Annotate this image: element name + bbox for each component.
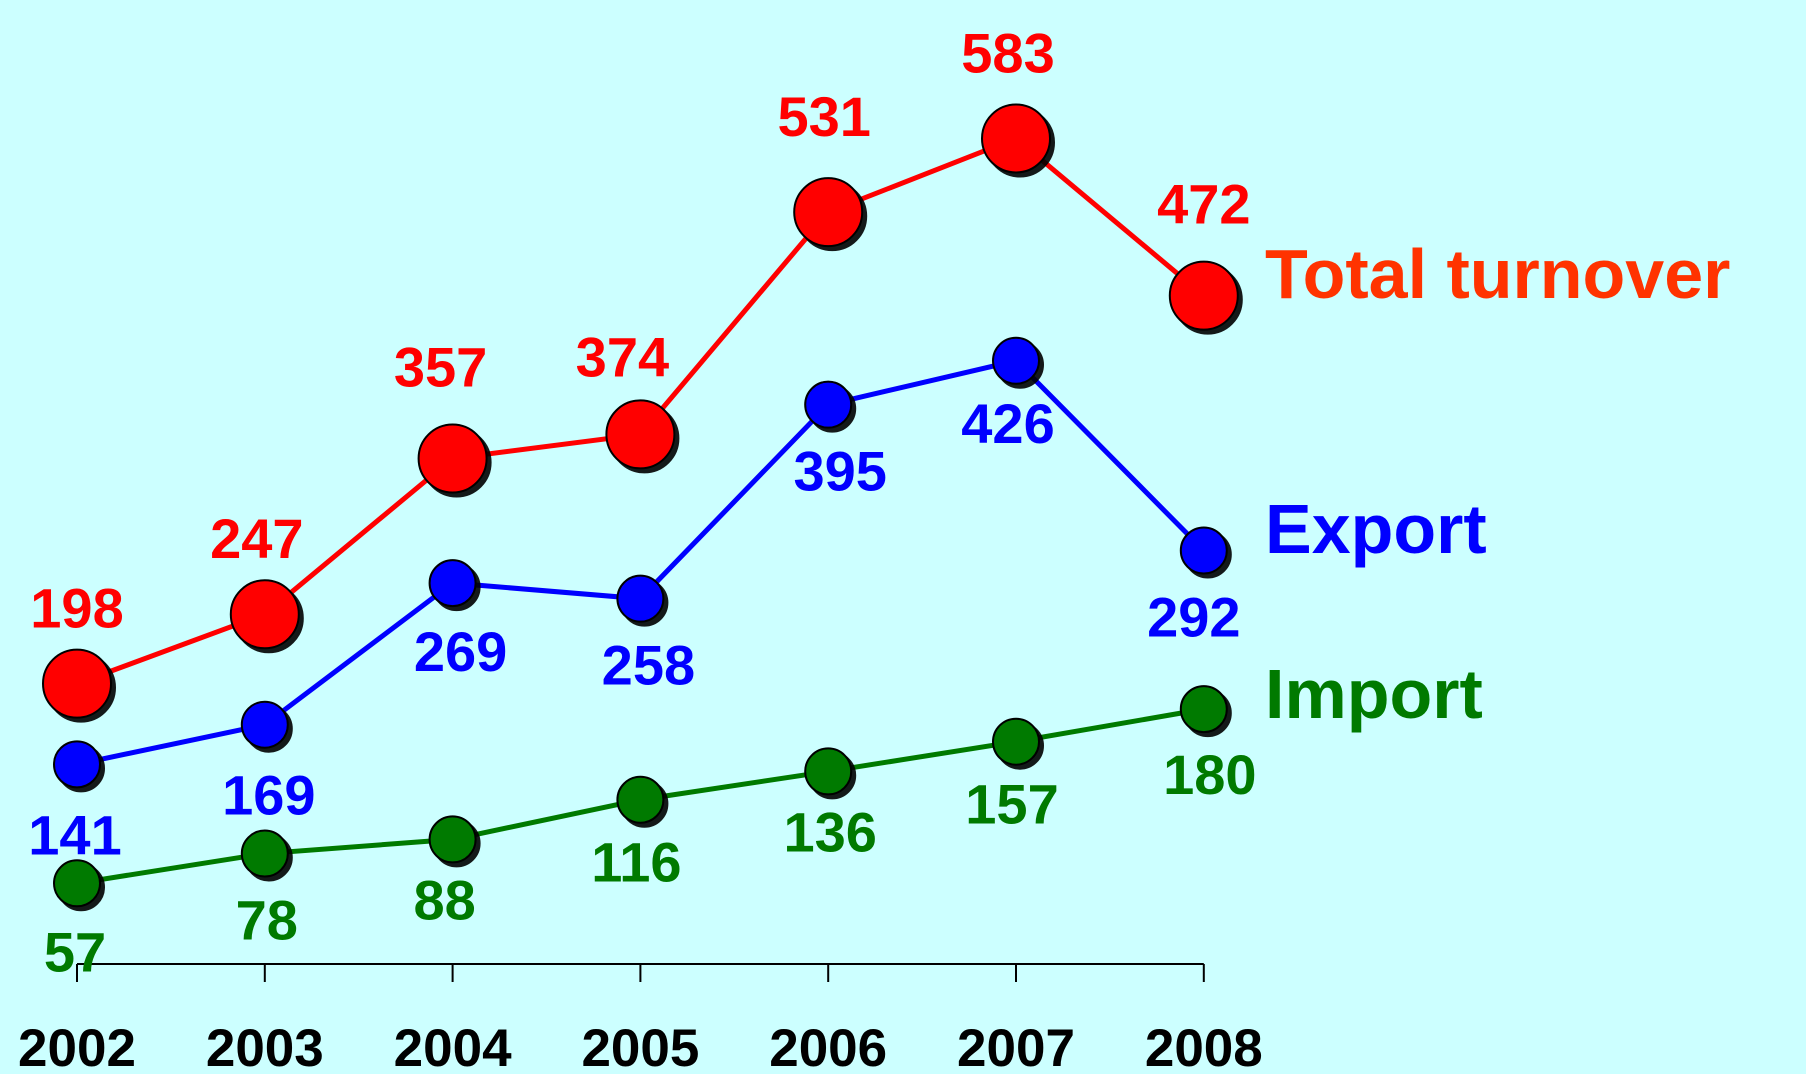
data-point	[804, 747, 853, 796]
series-name-label: Export	[1265, 490, 1487, 568]
data-label: 57	[44, 920, 106, 983]
data-label: 292	[1147, 586, 1240, 649]
series-name-label: Import	[1265, 655, 1483, 733]
data-point	[793, 177, 864, 248]
data-label: 157	[965, 773, 1058, 836]
series-points	[42, 103, 1239, 908]
data-label: 88	[413, 868, 475, 931]
data-point	[804, 380, 853, 429]
series-names: Total turnover Export Import	[1265, 235, 1730, 733]
data-point	[981, 103, 1051, 174]
data-point	[1168, 260, 1239, 331]
data-point	[240, 829, 289, 878]
x-tick-label: 2007	[957, 1019, 1075, 1074]
data-label: 357	[394, 335, 487, 398]
data-point	[53, 740, 101, 789]
data-label: 374	[576, 325, 669, 388]
data-label: 426	[961, 392, 1054, 455]
x-tick-label: 2002	[18, 1019, 136, 1074]
x-axis: 2002 2003 2004 2005 2006 2007 2008	[18, 963, 1263, 1074]
x-tick-label: 2005	[581, 1019, 699, 1074]
data-label: 258	[602, 634, 695, 697]
data-point	[1179, 685, 1228, 734]
data-label: 531	[777, 85, 870, 148]
data-point	[428, 559, 477, 608]
data-point	[992, 336, 1040, 385]
data-point	[417, 423, 488, 494]
x-tick-label: 2003	[206, 1019, 324, 1074]
data-point	[616, 574, 665, 623]
data-point	[240, 700, 289, 749]
data-label: 472	[1157, 173, 1250, 236]
x-tick-label: 2006	[769, 1019, 887, 1074]
data-label: 180	[1163, 743, 1256, 806]
data-point	[229, 579, 300, 650]
data-label: 395	[793, 440, 886, 503]
x-tick-label: 2004	[394, 1019, 512, 1074]
data-label: 269	[414, 620, 507, 683]
data-point	[53, 859, 101, 908]
data-label: 116	[591, 831, 681, 894]
data-label: 141	[28, 803, 121, 866]
data-point	[428, 815, 477, 864]
data-point	[42, 648, 112, 719]
data-point	[1179, 526, 1228, 575]
data-label: 583	[961, 21, 1054, 84]
data-point	[605, 399, 676, 470]
data-label: 78	[236, 889, 298, 952]
data-label: 136	[783, 800, 876, 863]
data-label: 198	[30, 577, 123, 640]
data-label: 247	[210, 507, 303, 570]
x-tick-label: 2008	[1145, 1019, 1263, 1074]
data-label: 169	[222, 764, 315, 827]
data-point	[616, 775, 665, 824]
data-labels: 198 247 357 374 531 583 472 141 169 269 258 395 426 2…	[28, 21, 1256, 983]
series-name-label: Total turnover	[1265, 235, 1730, 313]
data-point	[992, 717, 1040, 766]
